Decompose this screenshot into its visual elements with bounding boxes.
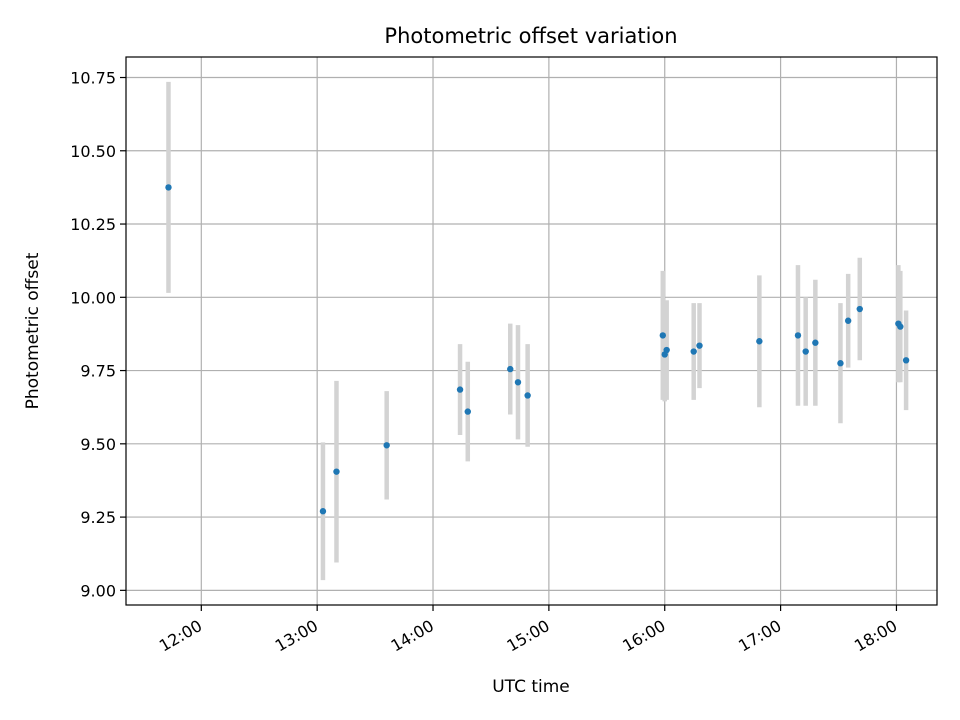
data-point bbox=[663, 346, 670, 354]
data-point bbox=[794, 332, 802, 339]
data-point bbox=[659, 332, 667, 339]
grid-lines bbox=[126, 57, 937, 605]
data-point bbox=[383, 442, 390, 449]
data-point bbox=[812, 339, 819, 346]
data-point bbox=[897, 323, 904, 330]
y-tick-label: 9.50 bbox=[80, 435, 116, 454]
y-axis-ticks: 9.00 9.25 9.50 9.75 10.00 10.25 10.50 10.75 bbox=[70, 69, 126, 600]
data-point bbox=[696, 342, 703, 349]
data-point bbox=[507, 365, 514, 373]
x-axis-title: UTC time bbox=[492, 677, 570, 697]
data-point bbox=[844, 317, 852, 324]
y-tick-label: 9.00 bbox=[80, 581, 116, 600]
y-tick-label: 10.50 bbox=[70, 142, 116, 161]
data-point bbox=[856, 305, 863, 313]
y-tick-label: 9.75 bbox=[80, 362, 116, 381]
data-point bbox=[464, 408, 471, 415]
data-point bbox=[456, 386, 464, 393]
y-tick-label: 9.25 bbox=[80, 508, 116, 527]
y-tick-label: 10.00 bbox=[70, 288, 116, 307]
y-axis-title: Photometric offset bbox=[23, 252, 43, 409]
plot-frame bbox=[125, 56, 938, 606]
data-point bbox=[690, 348, 697, 355]
data-point bbox=[524, 392, 531, 399]
data-point bbox=[756, 338, 763, 345]
data-point bbox=[319, 508, 327, 515]
data-points bbox=[165, 184, 910, 515]
data-point bbox=[165, 184, 172, 191]
data-point bbox=[802, 348, 809, 355]
data-point bbox=[333, 468, 340, 475]
chart-title: Photometric offset variation bbox=[384, 24, 677, 48]
data-point bbox=[514, 379, 522, 386]
y-tick-label: 10.75 bbox=[70, 69, 116, 88]
data-point bbox=[837, 360, 844, 367]
y-tick-label: 10.25 bbox=[70, 215, 116, 234]
data-point bbox=[902, 357, 910, 364]
